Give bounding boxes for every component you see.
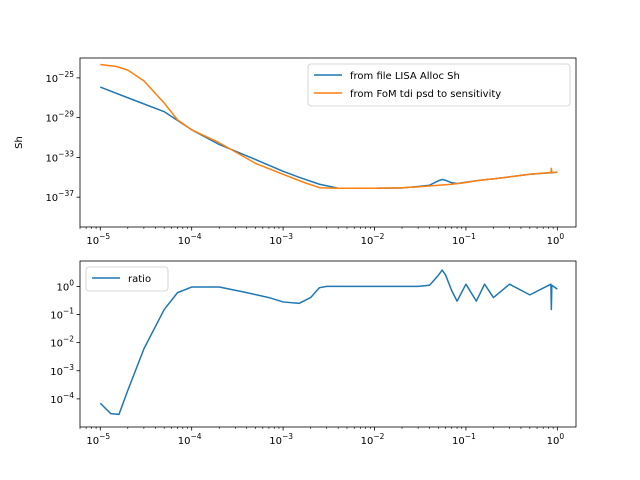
x-tick-label: 10−2 — [361, 432, 385, 447]
y-tick-label: 10−4 — [50, 391, 74, 406]
x-tick-label: 10−4 — [178, 232, 202, 247]
x-tick-label: 10−2 — [361, 232, 385, 247]
y-tick-label: 10−37 — [45, 189, 74, 204]
top-axes-frame — [79, 57, 577, 228]
bottom-x-axis: 10−5 10−4 10−3 10−2 10−1 100 — [79, 427, 565, 447]
series-line-bottom-0 — [99, 269, 558, 416]
bottom-ratio-panel: 10−5 10−4 10−3 10−2 10−1 100 10−4 10−3 10−2 10−1… — [50, 260, 577, 447]
bottom-y-axis: 10−4 10−3 10−2 10−1 100 — [50, 278, 80, 406]
x-tick-label: 10−1 — [452, 232, 476, 247]
x-tick-label: 10−5 — [86, 432, 110, 447]
y-tick-label: 10−33 — [45, 149, 74, 164]
top-y-axis: 10−25 10−29 10−33 10−37 — [45, 70, 80, 204]
series-line-top-1 — [100, 63, 558, 189]
legend-label-1: from FoM tdi psd to sensitivity — [350, 89, 501, 100]
top-series-layer — [100, 63, 558, 189]
x-tick-label: 100 — [547, 232, 565, 247]
legend-label-0: ratio — [128, 274, 151, 285]
top-sensitivity-panel: 10−5 10−4 10−3 10−2 10−1 100 10−2510−2910−331… — [14, 57, 577, 247]
top-legend: from file LISA Alloc Sh from FoM tdi psd … — [307, 63, 571, 107]
bottom-axes-frame — [79, 260, 577, 428]
top-x-axis: 10−5 10−4 10−3 10−2 10−1 100 — [79, 227, 565, 247]
legend-label-0: from file LISA Alloc Sh — [350, 71, 460, 82]
x-tick-label: 10−4 — [178, 432, 202, 447]
x-tick-label: 10−3 — [269, 232, 293, 247]
legend-box — [85, 266, 169, 292]
y-tick-label: 10−29 — [45, 110, 74, 125]
bottom-legend: ratio — [85, 266, 169, 292]
y-tick-label: 10−3 — [50, 363, 74, 378]
bottom-series-layer — [99, 269, 558, 416]
x-tick-label: 100 — [547, 432, 565, 447]
y-tick-label: 100 — [56, 278, 74, 293]
x-tick-label: 10−5 — [86, 232, 110, 247]
y-tick-label: 10−2 — [50, 335, 74, 350]
y-tick-label: 10−1 — [50, 307, 74, 322]
x-tick-label: 10−1 — [452, 432, 476, 447]
x-tick-label: 10−3 — [269, 432, 293, 447]
legend-box — [307, 63, 571, 107]
y-tick-label: 10−25 — [45, 70, 74, 85]
top-y-axis-label: Sh — [14, 136, 25, 149]
